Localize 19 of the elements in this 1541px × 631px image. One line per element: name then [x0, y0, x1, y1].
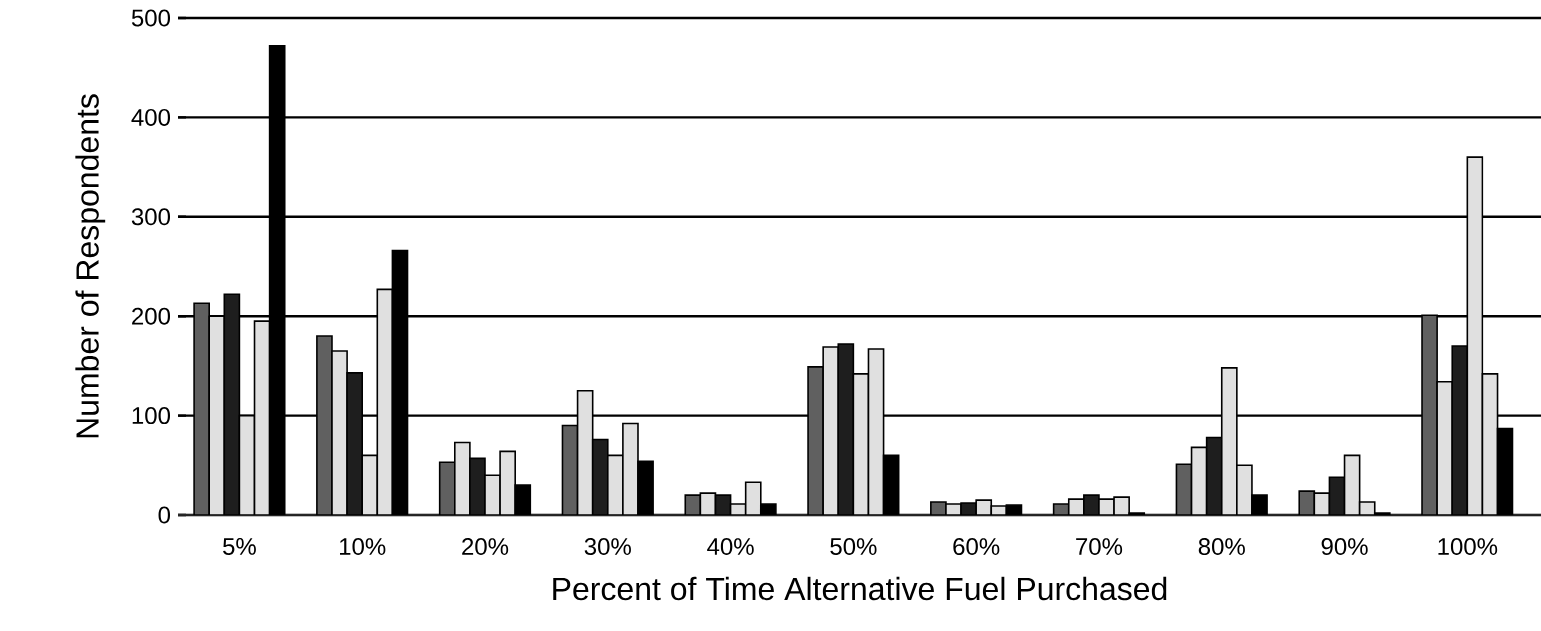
x-tick-label: 60%	[953, 538, 1000, 556]
x-tick-label: 10%	[340, 538, 386, 556]
y-tick-label: 300	[131, 208, 171, 226]
y-tick-label: 0	[158, 506, 171, 524]
y-tick-label: 100	[132, 407, 171, 425]
x-tick-label: 70%	[1076, 538, 1123, 556]
x-tick-label: 5%	[223, 538, 256, 555]
y-axis-title: Number of Respondents	[75, 94, 106, 438]
y-tick-label: 500	[131, 9, 171, 27]
x-tick-label: 50%	[830, 538, 877, 556]
x-tick-label: 100%	[1438, 538, 1498, 556]
x-tick-label: 80%	[1198, 538, 1245, 556]
x-tick-label: 20%	[462, 538, 509, 556]
y-tick-label: 200	[132, 307, 171, 325]
x-tick-label: 90%	[1321, 538, 1368, 556]
y-tick-label: 400	[131, 108, 171, 126]
x-tick-label: 40%	[707, 538, 754, 556]
x-axis-title: Percent of Time Alternative Fuel Purchased	[553, 576, 1167, 601]
x-tick-label: 30%	[584, 538, 631, 556]
